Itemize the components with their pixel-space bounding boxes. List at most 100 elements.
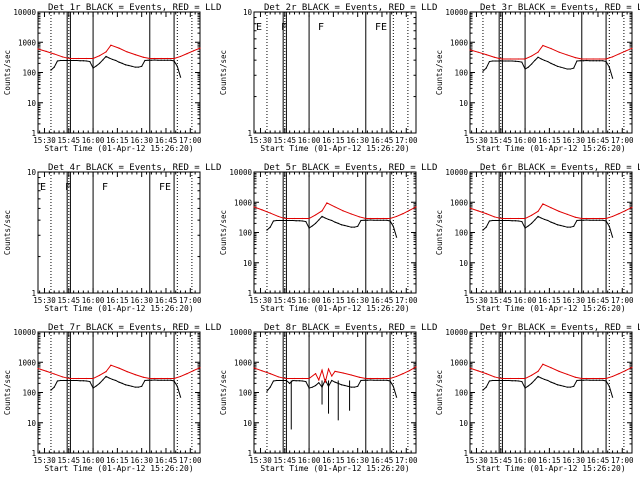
lld-point (415, 206, 417, 208)
x-tick-label: 15:45 (489, 456, 512, 465)
x-tick-label: 16:15 (106, 456, 129, 465)
lld-point (160, 57, 162, 60)
lld-point (331, 375, 333, 377)
events-point (589, 219, 591, 221)
y-tick-label: 1 (31, 449, 36, 458)
lld-point (342, 372, 344, 374)
lld-point (69, 377, 71, 380)
events-point (537, 56, 539, 58)
events-point (298, 380, 300, 382)
lld-point (149, 377, 151, 380)
lld-point (277, 215, 279, 218)
lld-point (618, 53, 620, 55)
events-point (295, 380, 297, 382)
x-tick-label: 16:00 (82, 456, 105, 465)
lld-point (314, 373, 317, 375)
y-tick-label: 1000 (234, 198, 253, 207)
events-point (599, 379, 601, 381)
x-axis-label: Start Time (01-Apr-12 15:26:20) (260, 464, 409, 473)
x-tick-label: 16:30 (130, 136, 153, 145)
y-tick-label: 100 (238, 389, 252, 398)
events-point (498, 219, 500, 222)
lld-point (415, 366, 417, 368)
lld-point (485, 373, 487, 375)
lld-point (509, 377, 512, 380)
events-point (163, 379, 165, 381)
y-tick-label: 1 (31, 129, 36, 138)
events-point (311, 225, 313, 227)
events-point (128, 384, 130, 387)
events-point (370, 379, 372, 381)
events-point (266, 390, 268, 392)
panel-8: Det 8r BLACK = Events, RED = LLD 1 10 100 10… (219, 323, 437, 473)
events-point (89, 60, 91, 63)
events-point (537, 215, 539, 218)
y-tick-label: 10 (243, 8, 253, 17)
lld-point (326, 202, 328, 204)
lld-point (524, 377, 526, 380)
panel-title: Det 2r BLACK = Events, RED = LLD (264, 3, 437, 13)
lld-point (53, 53, 55, 55)
lld-point (477, 51, 479, 53)
x-tick-label: 15:45 (273, 296, 296, 305)
lld-point (477, 370, 479, 372)
lld-point (574, 216, 576, 218)
lld-point (581, 217, 583, 220)
y-tick-label: 100 (454, 229, 468, 238)
events-point (128, 64, 130, 67)
lld-point (383, 217, 385, 220)
lld-point (530, 214, 533, 216)
events-point (611, 236, 614, 238)
y-tick-label: 10 (459, 99, 469, 108)
events-point (69, 379, 71, 382)
x-tick-label: 15:30 (465, 296, 488, 305)
events-point (276, 379, 278, 382)
y-tick-label: 1 (31, 289, 36, 298)
lld-point (199, 47, 201, 49)
x-tick-label: 17:00 (179, 296, 202, 305)
x-tick-label: 16:30 (562, 456, 585, 465)
events-point (95, 65, 97, 67)
lld-point (518, 58, 520, 60)
lld-point (370, 217, 372, 220)
events-point (327, 218, 330, 221)
events-point (386, 379, 388, 381)
events-point (586, 59, 588, 62)
x-tick-label: 16:30 (130, 296, 153, 305)
lld-point (308, 217, 310, 220)
y-axis-label: Counts/sec (219, 210, 228, 255)
lld-point (186, 373, 188, 375)
events-point (350, 226, 352, 228)
events-point (395, 236, 398, 238)
lld-point (149, 57, 151, 60)
x-tick-label: 16:45 (155, 136, 178, 145)
plot-frame (469, 171, 633, 294)
lld-point (611, 375, 614, 378)
events-point (66, 379, 68, 382)
y-tick-label: 1000 (450, 38, 469, 47)
events-point (514, 380, 516, 382)
events-point (357, 225, 359, 227)
events-point (495, 60, 497, 62)
y-tick-label: 10000 (13, 328, 36, 337)
x-tick-label: 17:00 (179, 456, 202, 465)
panel-title: Det 8r BLACK = Events, RED = LLD (264, 323, 437, 333)
events-point (157, 59, 159, 61)
lld-point (98, 374, 101, 376)
events-point (79, 380, 81, 382)
lld-point (574, 57, 576, 59)
lld-point (302, 377, 304, 380)
events-point (276, 219, 278, 222)
lld-point (566, 373, 568, 375)
lld-point (269, 212, 271, 214)
y-tick-label: 10000 (13, 8, 36, 17)
x-tick-label: 16:00 (298, 296, 321, 305)
events-point (560, 384, 562, 387)
events-point (482, 70, 484, 72)
events-point (485, 67, 487, 69)
events-point (547, 60, 549, 63)
lld-point (566, 54, 568, 56)
events-point (563, 225, 565, 227)
x-tick-label: 17:00 (611, 296, 634, 305)
plot-frame (469, 11, 633, 134)
